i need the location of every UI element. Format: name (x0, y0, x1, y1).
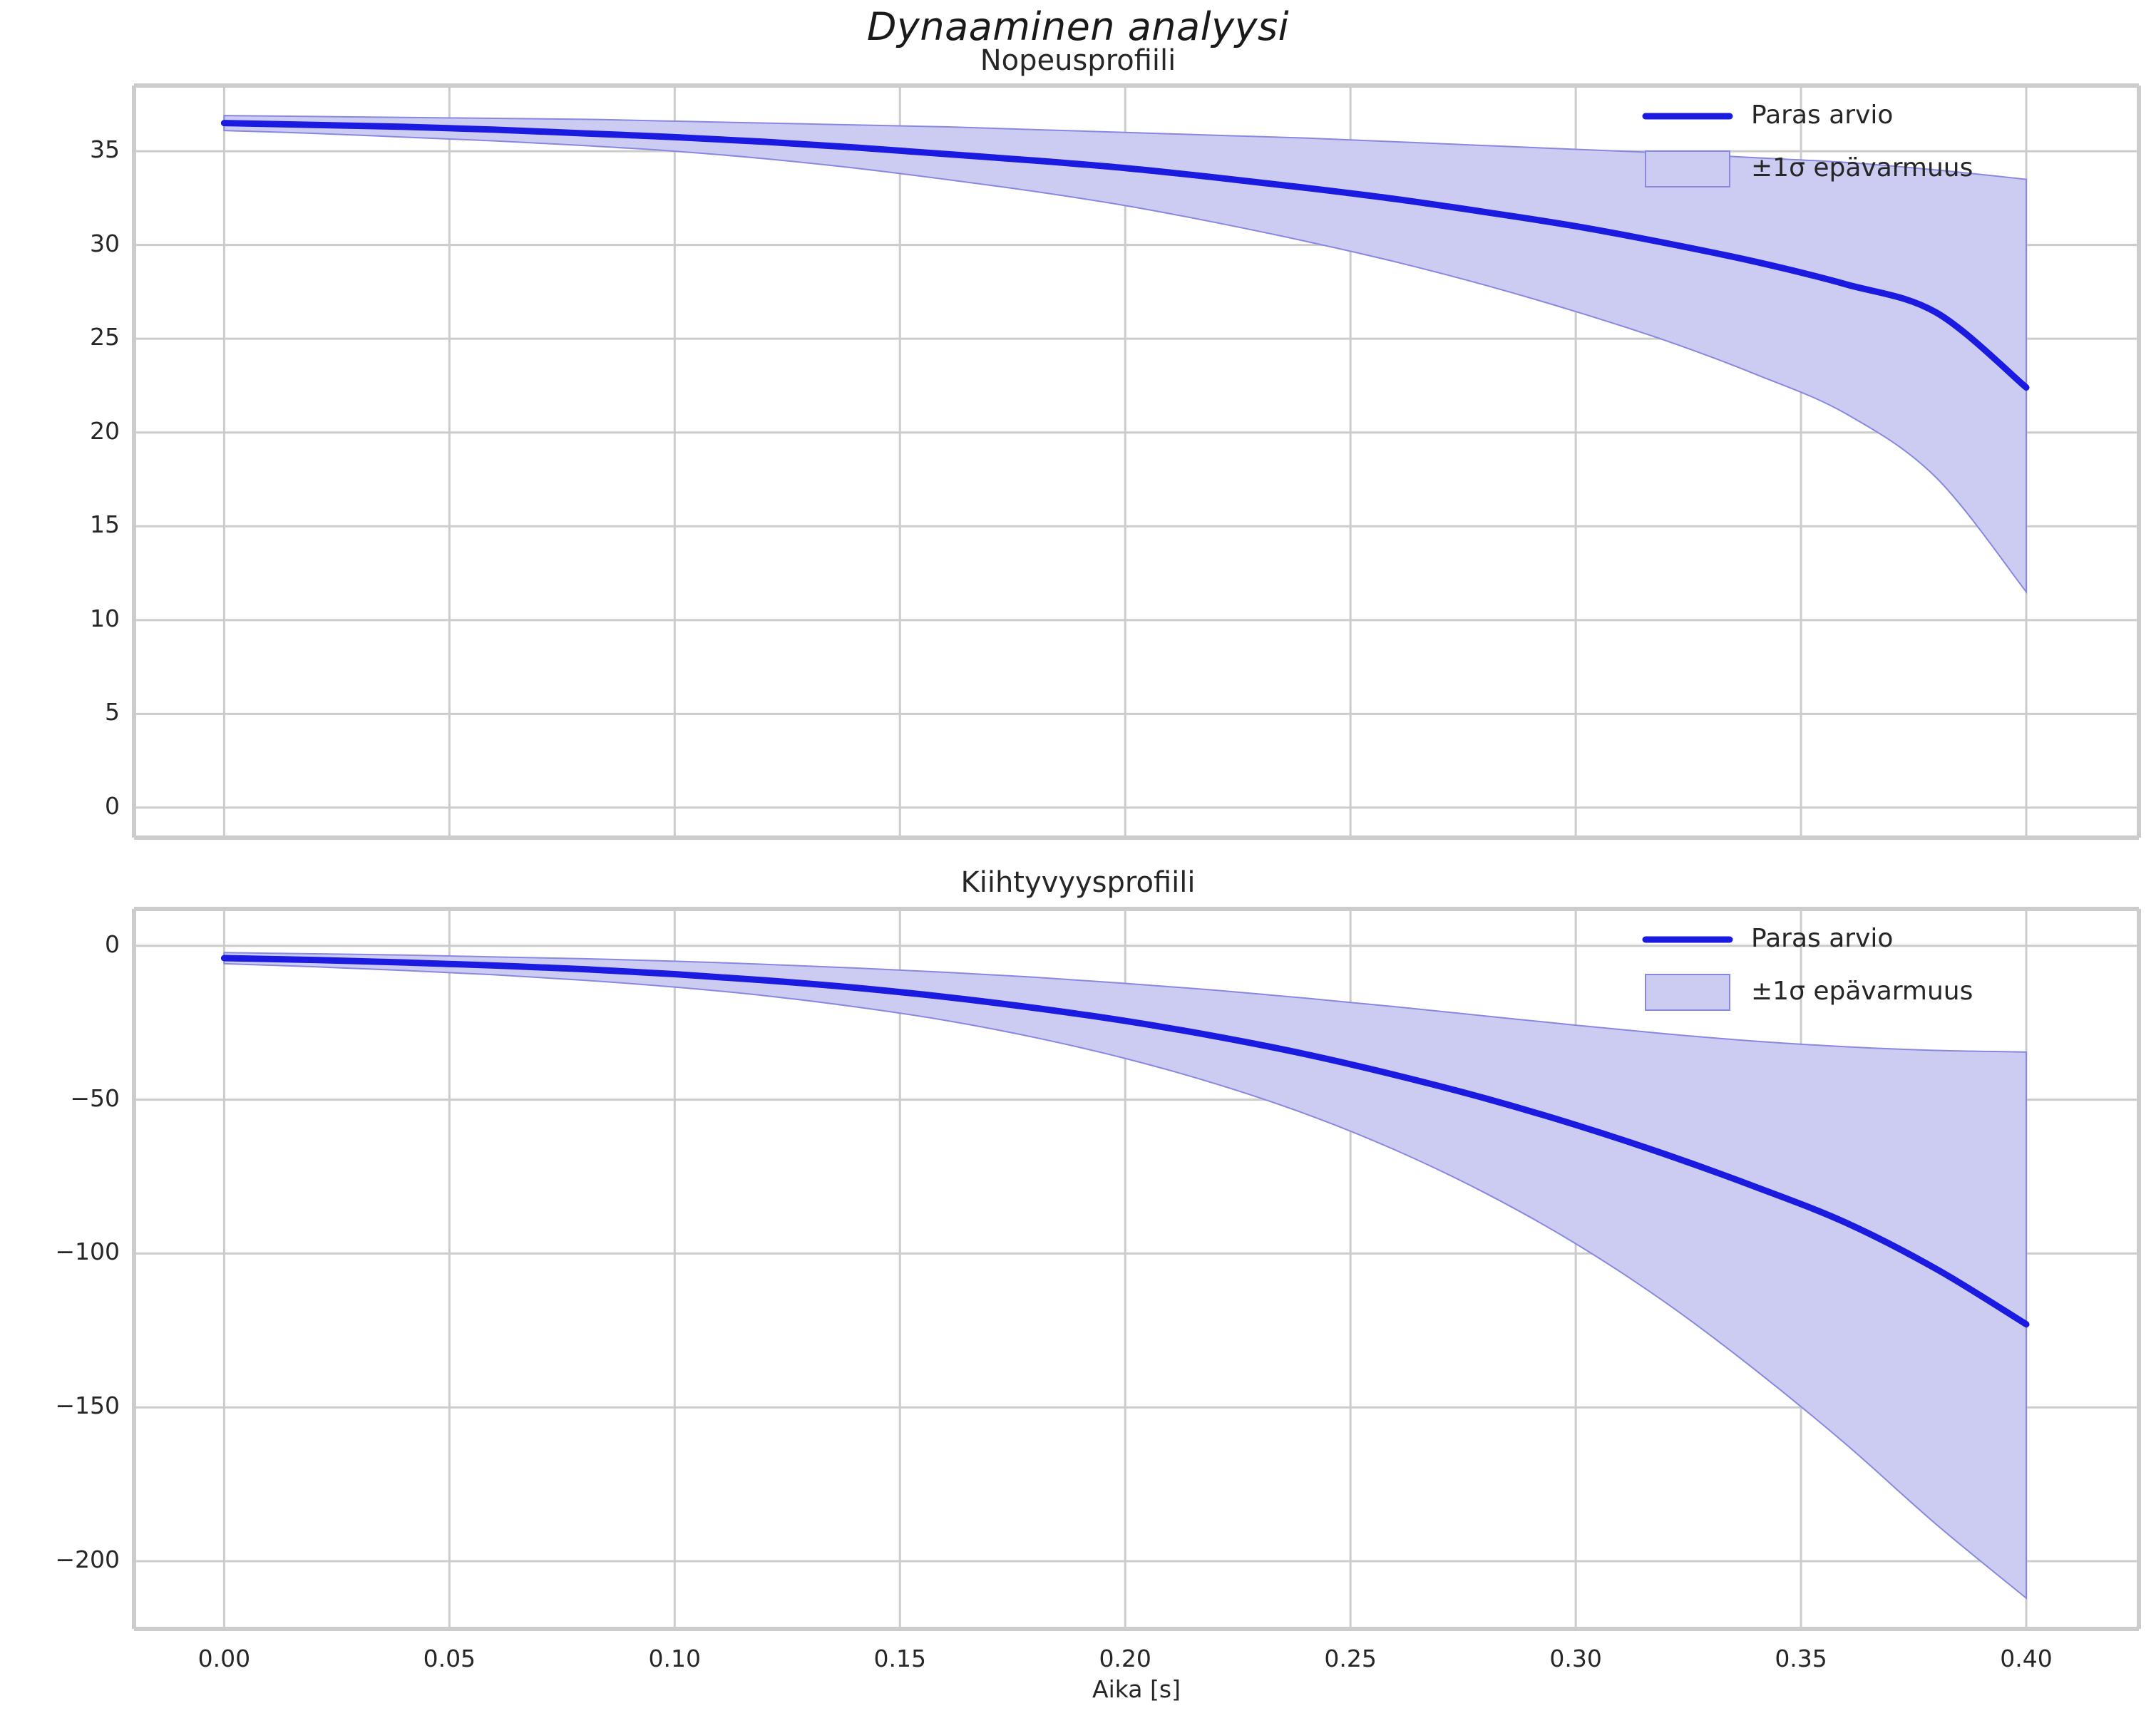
best-estimate-line (220, 120, 2030, 391)
figure-suptitle: Dynaaminen analyysi (866, 4, 1290, 49)
uncertainty-band (223, 952, 2028, 1600)
y-tick-label: 35 (90, 135, 120, 164)
x-tick-label: 0.20 (1099, 1645, 1151, 1672)
y-tick-label: 5 (105, 698, 120, 726)
x-tick-label: 0.40 (2000, 1645, 2053, 1672)
y-tick-label: 0 (105, 930, 120, 958)
subplot-1-title: Nopeusprofiili (980, 44, 1176, 77)
y-tick-label: −150 (55, 1392, 120, 1420)
y-tick-label: 0 (105, 791, 120, 820)
legend-label-uncertainty: ±1σ epävarmuus (1751, 153, 1973, 182)
legend-label-best-estimate: Paras arvio (1751, 101, 1893, 130)
legend-band-swatch (1645, 150, 1730, 187)
y-tick-label: 30 (90, 229, 120, 257)
best-estimate-line (220, 955, 2030, 1328)
uncertainty-band (223, 115, 2028, 595)
x-tick-label: 0.05 (423, 1645, 476, 1672)
y-tick-label: −50 (70, 1084, 120, 1112)
y-tick-label: −100 (55, 1238, 120, 1266)
x-tick-label: 0.15 (873, 1645, 926, 1672)
y-tick-label: 25 (90, 323, 120, 351)
x-tick-label: 0.10 (648, 1645, 702, 1672)
legend-label-best-estimate: Paras arvio (1751, 924, 1893, 953)
x-axis-label: Aika [s] (1092, 1675, 1181, 1703)
legend-band-swatch (1645, 974, 1730, 1011)
x-tick-label: 0.35 (1775, 1645, 1827, 1672)
y-tick-label: 20 (90, 416, 120, 445)
y-tick-label: −200 (55, 1546, 120, 1574)
subplot-2-title: Kiihtyvyysprofiili (960, 866, 1196, 899)
x-tick-label: 0.25 (1324, 1645, 1377, 1672)
legend-label-uncertainty: ±1σ epävarmuus (1751, 977, 1973, 1006)
x-tick-label: 0.30 (1549, 1645, 1602, 1672)
y-tick-label: 15 (90, 510, 120, 539)
y-tick-label: 10 (90, 604, 120, 632)
x-tick-label: 0.00 (197, 1645, 251, 1672)
